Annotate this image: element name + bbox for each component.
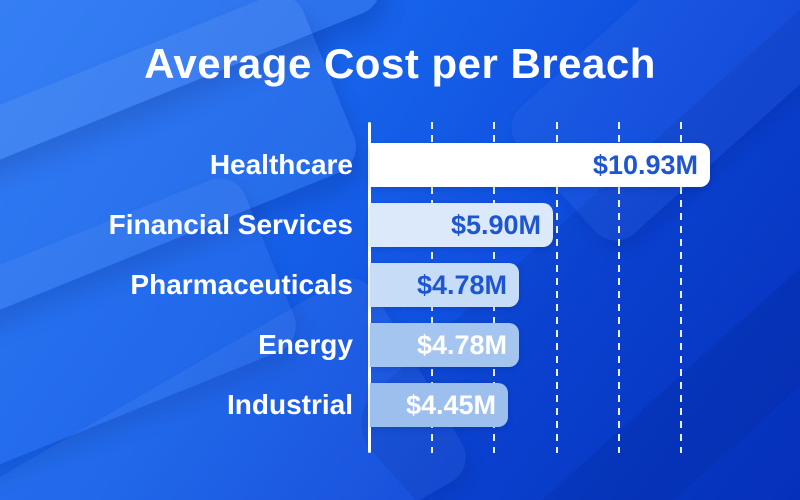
bar-pharmaceuticals: $4.78M bbox=[370, 263, 519, 307]
bar-value-label-pharmaceuticals: $4.78M bbox=[416, 269, 507, 300]
bar-financial-services: $5.90M bbox=[370, 203, 553, 247]
bar-row-financial-services: Financial Services $5.90M bbox=[0, 195, 800, 255]
bar-value-label-energy: $4.78M bbox=[416, 329, 507, 360]
bar-value-label-financial-services: $5.90M bbox=[450, 209, 541, 240]
bar-value-label-healthcare: $10.93M bbox=[592, 149, 698, 180]
category-label-pharmaceuticals: Pharmaceuticals bbox=[130, 269, 353, 300]
bar-industrial: $4.45M bbox=[370, 383, 508, 427]
gridline bbox=[555, 122, 558, 453]
bar-energy: $4.78M bbox=[370, 323, 519, 367]
category-label-energy: Energy bbox=[258, 329, 353, 360]
bar-value-label-industrial: $4.45M bbox=[405, 389, 496, 420]
bar-row-healthcare: Healthcare $10.93M bbox=[0, 135, 800, 195]
category-label-healthcare: Healthcare bbox=[209, 149, 353, 180]
y-axis-line bbox=[368, 122, 371, 453]
gridline bbox=[680, 122, 682, 453]
chart-title: Average Cost per Breach bbox=[144, 40, 656, 87]
bar-rows: Healthcare $10.93M Financial Services $5.90… bbox=[0, 135, 800, 435]
bar-row-energy: Energy $4.78M bbox=[0, 315, 800, 375]
bar-row-pharmaceuticals: Pharmaceuticals $4.78M bbox=[0, 255, 800, 315]
category-label-financial-services: Financial Services bbox=[108, 209, 353, 240]
bar-row-industrial: Industrial $4.45M bbox=[0, 375, 800, 435]
category-label-industrial: Industrial bbox=[226, 389, 353, 420]
gridline bbox=[617, 122, 620, 453]
bar-healthcare: $10.93M bbox=[370, 143, 710, 187]
